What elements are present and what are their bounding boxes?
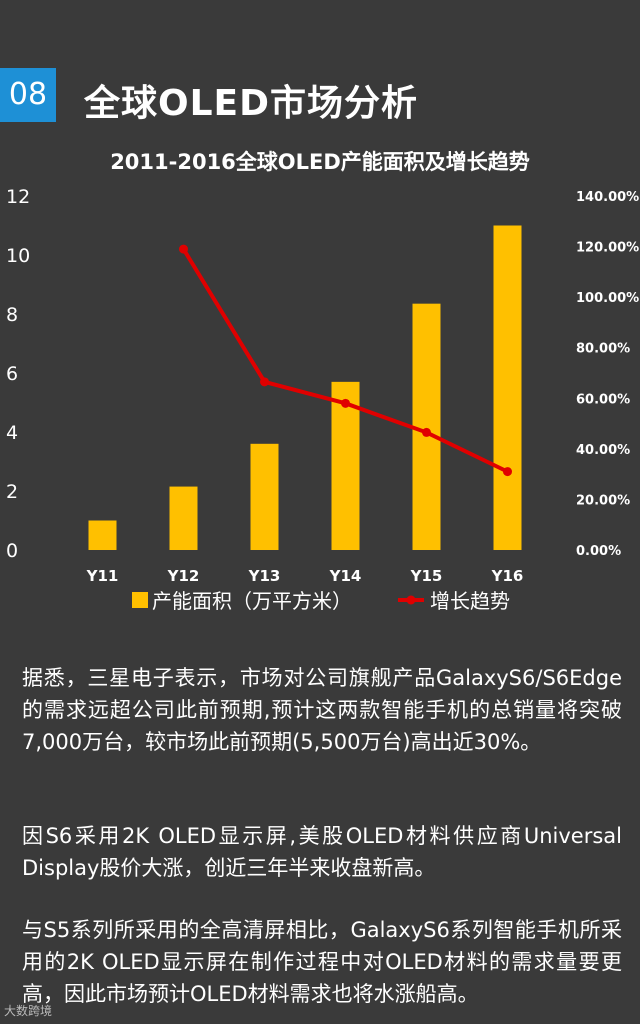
- left-axis-tick-label: 0: [6, 540, 18, 562]
- bar-y12: [169, 486, 198, 550]
- right-axis-tick-label: 140.00%: [576, 190, 639, 205]
- bar-y13: [250, 443, 279, 550]
- trend-point-y16: [503, 467, 512, 477]
- category-label: Y16: [491, 567, 524, 585]
- legend-label-capacity: 产能面积（万平方米）: [152, 589, 352, 613]
- left-axis-tick-label: 8: [6, 304, 18, 326]
- page-title: 全球OLED市场分析: [84, 83, 419, 124]
- left-axis-tick-label: 6: [6, 363, 18, 385]
- left-axis-tick-label: 2: [6, 481, 18, 503]
- right-axis-tick-label: 20.00%: [576, 493, 630, 508]
- right-axis-tick-label: 0.00%: [576, 544, 621, 559]
- trend-point-y14: [341, 398, 350, 408]
- chart-title: 2011-2016全球OLED产能面积及增长趋势: [110, 150, 530, 174]
- right-axis-tick-label: 60.00%: [576, 392, 630, 407]
- bar-y15: [412, 303, 441, 550]
- left-axis-tick-label: 12: [6, 186, 30, 208]
- category-label: Y15: [410, 567, 443, 585]
- category-label: Y14: [329, 567, 362, 585]
- section-number-badge: 08: [0, 68, 56, 122]
- legend-bar-swatch: [132, 592, 148, 608]
- right-axis-tick-label: 80.00%: [576, 342, 630, 357]
- trend-point-y13: [260, 377, 269, 387]
- paragraph-1: 据悉，三星电子表示，市场对公司旗舰产品GalaxyS6/S6Edge的需求远超公…: [22, 666, 622, 754]
- category-label: Y11: [86, 567, 119, 585]
- left-axis-tick-label: 10: [6, 245, 30, 267]
- bar-y11: [88, 520, 117, 550]
- category-label: Y13: [248, 567, 281, 585]
- legend-line-marker: [406, 595, 416, 605]
- category-label: Y12: [167, 567, 200, 585]
- bar-y16: [493, 225, 522, 550]
- paragraph-3: 与S5系列所采用的全高清屏相比，GalaxyS6系列智能手机所采用的2K OLE…: [22, 918, 622, 1006]
- paragraph-2: 因S6采用2K OLED显示屏,美股OLED材料供应商Universal Dis…: [22, 824, 622, 880]
- trend-point-y12: [179, 244, 188, 254]
- trend-point-y15: [422, 427, 431, 437]
- right-axis-tick-label: 100.00%: [576, 291, 639, 306]
- combo-chart: 0 2 4 6 8 10 12 0.00% 20.00% 40.00% 60.00% 80.00% 1…: [6, 186, 639, 613]
- left-axis-tick-label: 4: [6, 422, 18, 444]
- right-axis-tick-label: 40.00%: [576, 443, 630, 458]
- chart-legend: 产能面积（万平方米） 增长趋势: [132, 589, 510, 613]
- footer-watermark: 大数跨境: [4, 1004, 53, 1018]
- right-axis-tick-label: 120.00%: [576, 241, 639, 256]
- legend-label-growth: 增长趋势: [430, 589, 510, 613]
- bar-y14: [331, 381, 360, 550]
